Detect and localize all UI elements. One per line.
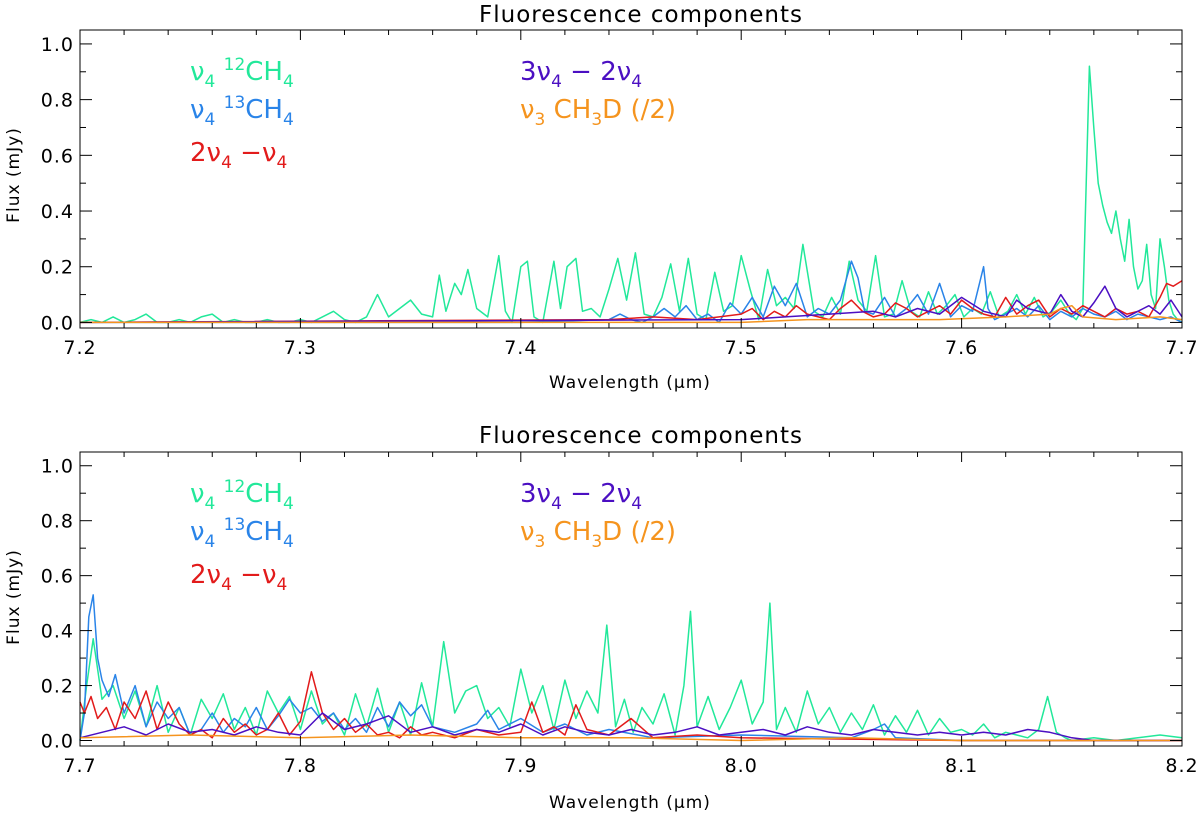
- y-tick-label: 1.0: [41, 34, 74, 56]
- plot-area: 7.2 7.3 7.4 7.5 7.6 7.7 0.0 0.2 0.4 0.6 0.8 1.0 ν4 1…: [41, 29, 1198, 359]
- y-tick-label: 0.8: [41, 511, 74, 533]
- y-axis-label: Flux (mJy): [4, 549, 24, 645]
- x-tick-label: 7.4: [504, 337, 537, 359]
- legend-entry: ν4 13CH4: [190, 93, 294, 130]
- series-line: [80, 260, 1183, 324]
- series-line: [79, 285, 1183, 324]
- x-tick-label: 8.2: [1165, 755, 1198, 777]
- x-tick-label: 7.7: [1165, 337, 1198, 359]
- series-line: [79, 734, 1182, 742]
- y-tick-label: 0.0: [41, 312, 74, 334]
- x-tick-label: 7.7: [63, 755, 96, 777]
- x-tick-label: 7.9: [504, 755, 537, 777]
- panel-top: Fluorescence components 7.2 7.3 7.4 7.5 7.6 7…: [4, 2, 1198, 393]
- legend-entry: ν4 13CH4: [190, 515, 294, 552]
- legend-entry: 3ν4 − 2ν4: [520, 479, 642, 514]
- series-line: [80, 304, 1183, 324]
- series-line: [79, 280, 1183, 324]
- chart-title: Fluorescence components: [479, 423, 803, 449]
- chart-title: Fluorescence components: [479, 2, 803, 28]
- legend-entry: ν4 12CH4: [190, 477, 294, 514]
- y-axis-label: Flux (mJy): [4, 127, 24, 223]
- y-tick-label: 0.2: [41, 676, 74, 698]
- y-tick-label: 0.6: [41, 566, 74, 588]
- panel-bottom: Fluorescence components 7.7 7.8 7.9 8.0 8.1 8…: [4, 423, 1198, 813]
- x-tick-label: 7.6: [945, 337, 978, 359]
- legend-entry: ν4 12CH4: [190, 55, 294, 92]
- legend-entry: 3ν4 − 2ν4: [520, 57, 642, 92]
- legend-entry: 2ν4 −ν4: [190, 138, 287, 173]
- x-axis-label: Wavelength (μm): [549, 793, 711, 813]
- x-tick-label: 8.0: [725, 755, 758, 777]
- axes-frame: [79, 451, 1183, 747]
- x-tick-label: 8.1: [945, 755, 978, 777]
- y-tick-label: 0.4: [41, 621, 74, 643]
- y-tick-label: 0.8: [41, 90, 74, 112]
- series-line: [79, 602, 1183, 742]
- x-tick-label: 7.2: [63, 337, 96, 359]
- y-tick-label: 0.6: [41, 145, 74, 167]
- x-tick-label: 7.8: [284, 755, 317, 777]
- x-tick-label: 7.5: [725, 337, 758, 359]
- axes-frame: [79, 29, 1183, 329]
- series-line: [79, 712, 1182, 742]
- y-tick-label: 0.4: [41, 201, 74, 223]
- legend-entry: ν3 CH3D (/2): [520, 95, 676, 130]
- x-axis-label: Wavelength (μm): [549, 373, 711, 393]
- x-tick-label: 7.3: [284, 337, 317, 359]
- plot-area: 7.7 7.8 7.9 8.0 8.1 8.2 0.0 0.2 0.4 0.6 0.8 1.0 ν4 1…: [41, 451, 1198, 777]
- legend-entry: ν3 CH3D (/2): [520, 517, 676, 552]
- series-line: [79, 671, 1182, 742]
- y-tick-label: 0.0: [41, 731, 74, 753]
- y-tick-label: 1.0: [41, 456, 74, 478]
- legend-entry: 2ν4 −ν4: [190, 560, 287, 595]
- y-tick-label: 0.2: [41, 257, 74, 279]
